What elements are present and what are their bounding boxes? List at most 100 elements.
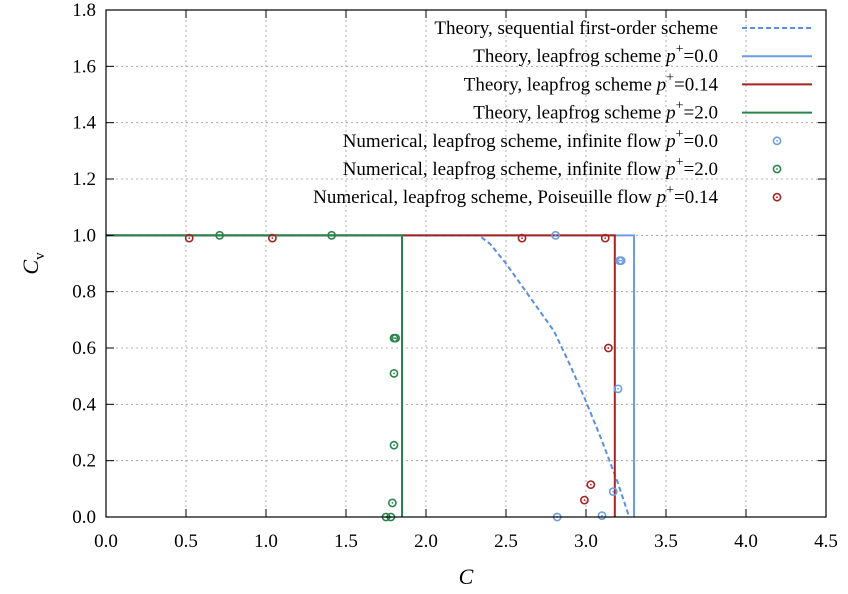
data-point-center: [330, 234, 333, 237]
y-axis-title-subscript: v: [32, 252, 48, 260]
data-point-center: [271, 237, 274, 240]
x-tick-label: 4.0: [734, 531, 758, 552]
data-point: [387, 498, 397, 508]
data-point-center: [393, 372, 395, 375]
data-point-center: [617, 387, 619, 390]
data-point: [551, 230, 560, 240]
x-axis-title: C: [459, 564, 474, 589]
data-point-center: [394, 337, 397, 340]
legend-marker: [772, 136, 782, 146]
data-point-center: [218, 234, 221, 237]
axis-ticks: 0.0 0.5 1.0 1.5 2.0 2.5 3.0 3.5 4.0 4.5 0.0 0.2 0.4 0…: [72, 0, 838, 552]
legend-label: Numerical, leapfrog scheme, Poiseuille f…: [313, 183, 718, 208]
data-point: [215, 230, 224, 240]
legend-entry: Theory, leapfrog scheme p+=0.14: [464, 70, 812, 95]
data-point-center: [620, 259, 623, 262]
legend-label-value: =0.14: [674, 74, 718, 95]
x-tick-label: 1.0: [254, 531, 278, 552]
data-point-center: [618, 259, 621, 262]
y-tick-label: 1.6: [72, 56, 96, 77]
data-point-center: [604, 237, 607, 240]
data-point: [184, 233, 194, 243]
legend-label-sup: +: [676, 155, 684, 170]
legend-entry: Numerical, leapfrog scheme, infinite flo…: [343, 127, 782, 152]
data-point: [613, 384, 623, 394]
legend-label-text: Theory, leapfrog scheme: [473, 103, 666, 124]
data-point: [597, 511, 607, 520]
series-line: [106, 234, 403, 517]
legend-label-text: Numerical, leapfrog scheme, Poiseuille f…: [313, 187, 656, 208]
data-point: [389, 368, 399, 378]
series-0: [106, 234, 631, 518]
legend-entry: Numerical, leapfrog scheme, infinite flo…: [343, 155, 782, 180]
legend-label: Numerical, leapfrog scheme, infinite flo…: [343, 127, 718, 152]
x-tick-label: 2.0: [414, 531, 438, 552]
legend-marker: [772, 164, 782, 174]
legend-label-p: p: [664, 131, 676, 152]
data-point-center: [554, 234, 557, 237]
data-point-center: [583, 499, 586, 501]
y-axis-title: Cv: [18, 252, 48, 275]
data-point-center: [601, 514, 603, 517]
y-tick-label: 0.2: [72, 451, 96, 472]
series-1: [106, 234, 635, 517]
x-tick-label: 2.5: [494, 531, 518, 552]
data-point: [604, 343, 613, 353]
data-point-center: [393, 444, 395, 447]
legend-label: Theory, leapfrog scheme p+=0.14: [464, 70, 719, 95]
legend-marker-center: [776, 139, 778, 142]
legend-label-text: Numerical, leapfrog scheme, infinite flo…: [343, 131, 666, 152]
legend-entry: Theory, leapfrog scheme p+=2.0: [473, 99, 812, 124]
legend-entry: Numerical, leapfrog scheme, Poiseuille f…: [313, 183, 782, 208]
plot-frame: [105, 9, 827, 518]
data-point: [517, 233, 527, 243]
y-axis-title-main: C: [18, 260, 43, 275]
legend-label-sup: +: [676, 99, 684, 114]
data-point-center: [607, 347, 610, 349]
legend-label-sup: +: [676, 42, 684, 57]
x-tick-label: 0.5: [174, 531, 198, 552]
data-point: [327, 230, 336, 240]
data-point: [600, 233, 610, 243]
legend-label-value: =0.0: [684, 131, 718, 152]
legend-label-sup: +: [676, 127, 684, 142]
legend-label-value: =0.14: [674, 187, 718, 208]
series-6: [184, 233, 613, 505]
legend-marker: [772, 192, 782, 202]
x-tick-label: 3.0: [574, 531, 598, 552]
legend-label-p: p: [655, 187, 667, 208]
data-point-center: [188, 237, 191, 240]
legend-label-p: p: [664, 159, 676, 180]
y-tick-label: 1.2: [72, 169, 96, 190]
legend-entry: Theory, leapfrog scheme p+=0.0: [473, 42, 812, 67]
series-2: [106, 234, 616, 517]
legend-label: Theory, leapfrog scheme p+=2.0: [473, 99, 718, 124]
y-tick-label: 0.8: [72, 282, 96, 303]
legend-label-value: =2.0: [684, 103, 718, 124]
data-point: [586, 480, 596, 490]
legend-label-p: p: [664, 46, 676, 67]
x-tick-label: 0.0: [94, 531, 118, 552]
data-point: [267, 233, 277, 243]
data-point-center: [391, 502, 394, 504]
data-point: [608, 487, 618, 497]
legend: Theory, sequential first-order scheme The…: [313, 18, 812, 208]
legend-label: Numerical, leapfrog scheme, infinite flo…: [343, 155, 718, 180]
legend-label: Theory, leapfrog scheme p+=0.0: [473, 42, 718, 67]
y-tick-label: 0.4: [72, 394, 96, 415]
y-tick-label: 0.6: [72, 338, 96, 359]
x-tick-label: 1.5: [334, 531, 358, 552]
series-5: [215, 230, 400, 522]
data-point-center: [589, 483, 592, 486]
data-point-center: [612, 490, 615, 493]
legend-label-sup: +: [666, 183, 674, 198]
series-3: [106, 234, 403, 517]
y-tick-label: 1.4: [72, 113, 96, 134]
y-tick-label: 0.0: [72, 507, 96, 528]
legend-marker-center: [776, 196, 778, 199]
y-tick-label: 1.0: [72, 225, 96, 246]
legend-label: Theory, sequential first-order scheme: [434, 18, 718, 39]
data-point: [389, 440, 399, 450]
legend-label-text: Numerical, leapfrog scheme, infinite flo…: [343, 159, 666, 180]
